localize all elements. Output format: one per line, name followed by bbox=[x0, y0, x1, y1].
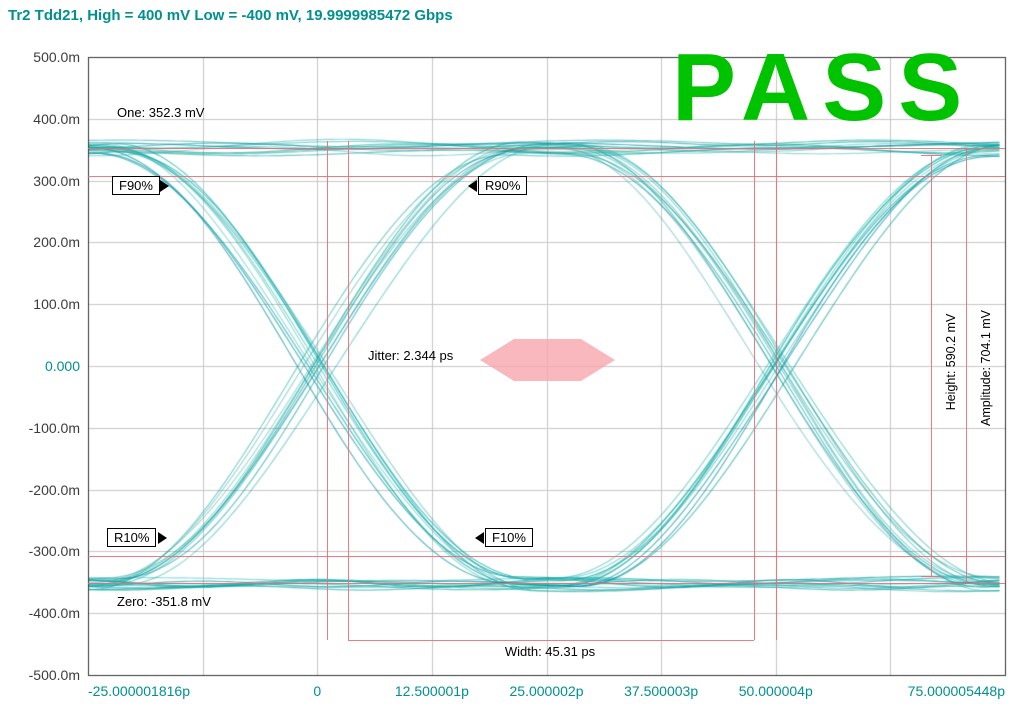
y-tick-label: 200.0m bbox=[33, 234, 80, 251]
r90-tag: R90% bbox=[478, 176, 528, 195]
y-tick-label: 0.000 bbox=[44, 358, 80, 374]
y-tick-label: -500.0m bbox=[28, 667, 80, 683]
y-tick-label: -300.0m bbox=[28, 543, 80, 560]
amplitude-bottom-tick bbox=[956, 583, 977, 584]
f90-tag: F90% bbox=[112, 176, 160, 195]
x-tick-label: 75.000005448p bbox=[907, 683, 1005, 699]
r10-tag: R10% bbox=[107, 528, 157, 547]
x-tick-label: 37.500003p bbox=[624, 683, 699, 699]
y-tick-label: 300.0m bbox=[33, 172, 80, 189]
x-tick-label: 12.500001p bbox=[394, 683, 469, 699]
x-tick-label: 25.000002p bbox=[509, 683, 584, 699]
r90-pointer-icon bbox=[468, 180, 477, 192]
y-tick-label: 400.0m bbox=[33, 110, 80, 127]
width-right-marker-line bbox=[754, 141, 755, 640]
height-bottom-tick bbox=[921, 576, 942, 577]
y-tick-label: -400.0m bbox=[28, 605, 80, 622]
y-tick-label: 100.0m bbox=[33, 296, 80, 313]
amplitude-top-tick bbox=[956, 148, 977, 149]
amplitude-marker-line bbox=[966, 148, 967, 583]
upper-threshold-90-line bbox=[88, 176, 1005, 177]
y-tick-label: 500.0m bbox=[33, 49, 80, 65]
x-tick-label: -25.000001816p bbox=[88, 683, 190, 699]
zero-level-label: Zero: -351.8 mV bbox=[117, 594, 211, 609]
one-level-line bbox=[88, 148, 1005, 149]
pass-fail-indicator: PASS bbox=[672, 34, 975, 141]
width-label: Width: 45.31 ps bbox=[504, 644, 596, 659]
jitter-right-marker-line bbox=[776, 141, 777, 640]
lower-threshold-10-line bbox=[88, 556, 1005, 557]
f10-tag: F10% bbox=[485, 528, 533, 547]
width-baseline bbox=[348, 640, 754, 641]
zero-level-line bbox=[88, 583, 1005, 584]
height-marker-line bbox=[931, 155, 932, 576]
f10-pointer-icon bbox=[475, 532, 484, 544]
y-tick-label: -100.0m bbox=[28, 419, 80, 436]
x-tick-label: 0 bbox=[313, 683, 322, 699]
y-tick-label: -200.0m bbox=[28, 481, 80, 498]
jitter-left-marker-line bbox=[327, 141, 328, 640]
f90-pointer-icon bbox=[160, 180, 169, 192]
one-level-label: One: 352.3 mV bbox=[117, 105, 205, 120]
height-label: Height: 590.2 mV bbox=[944, 313, 958, 411]
amplitude-label: Amplitude: 704.1 mV bbox=[979, 309, 993, 427]
height-top-tick bbox=[921, 155, 942, 156]
x-tick-label: 50.000004p bbox=[738, 683, 813, 699]
r10-pointer-icon bbox=[158, 532, 167, 544]
width-left-marker-line bbox=[348, 141, 349, 640]
jitter-label: Jitter: 2.344 ps bbox=[368, 348, 454, 363]
